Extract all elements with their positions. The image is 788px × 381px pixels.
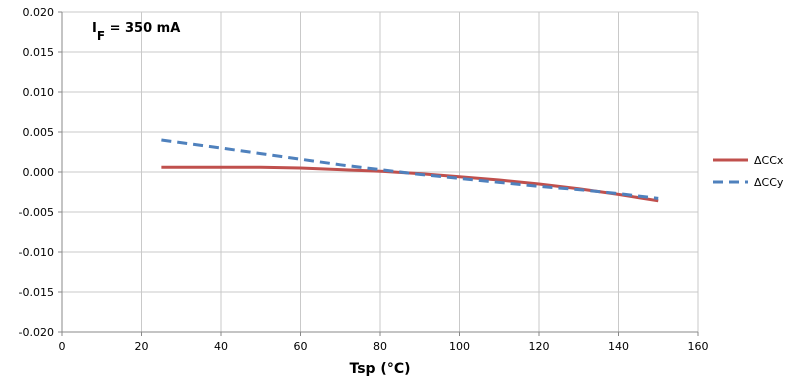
x-tick-label: 20 [135, 340, 149, 353]
y-tick-label: 0.010 [23, 86, 55, 99]
x-axis-title: Tsp (°C) [350, 361, 411, 377]
annotation-rest: = 350 mA [105, 21, 180, 36]
annotation-main: I [92, 21, 97, 36]
x-tick-label: 160 [688, 340, 709, 353]
x-tick-label: 60 [294, 340, 308, 353]
y-tick-label: -0.020 [19, 326, 54, 339]
x-tick-label: 120 [529, 340, 550, 353]
x-tick-label: 80 [373, 340, 387, 353]
y-tick-label: 0.005 [23, 126, 55, 139]
axes [58, 11, 699, 336]
y-tick-label: 0.015 [23, 46, 55, 59]
legend: ΔCCx ΔCCy [713, 154, 784, 189]
series-line-dccy [161, 138, 659, 200]
x-tick-label: 0 [59, 340, 66, 353]
legend-label-dccy: ΔCCy [754, 176, 784, 189]
legend-label-dccx: ΔCCx [754, 154, 784, 167]
y-tick-label: -0.015 [19, 286, 54, 299]
x-tick-label: 140 [608, 340, 629, 353]
x-tick-labels: 0 20 40 60 80 100 120 140 160 [59, 340, 709, 353]
y-tick-label: -0.010 [19, 246, 54, 259]
x-tick-label: 40 [214, 340, 228, 353]
y-tick-labels: 0.020 0.015 0.010 0.005 0.000 -0.005 -0.010 -0.… [19, 6, 54, 339]
x-tick-label: 100 [449, 340, 470, 353]
series-lines [161, 138, 659, 203]
annotation-label: IF = 350 mA [92, 21, 180, 43]
y-tick-label: -0.005 [19, 206, 54, 219]
annotation-subscript: F [97, 29, 105, 43]
y-tick-label: 0.020 [23, 6, 55, 19]
y-tick-label: 0.000 [23, 166, 55, 179]
